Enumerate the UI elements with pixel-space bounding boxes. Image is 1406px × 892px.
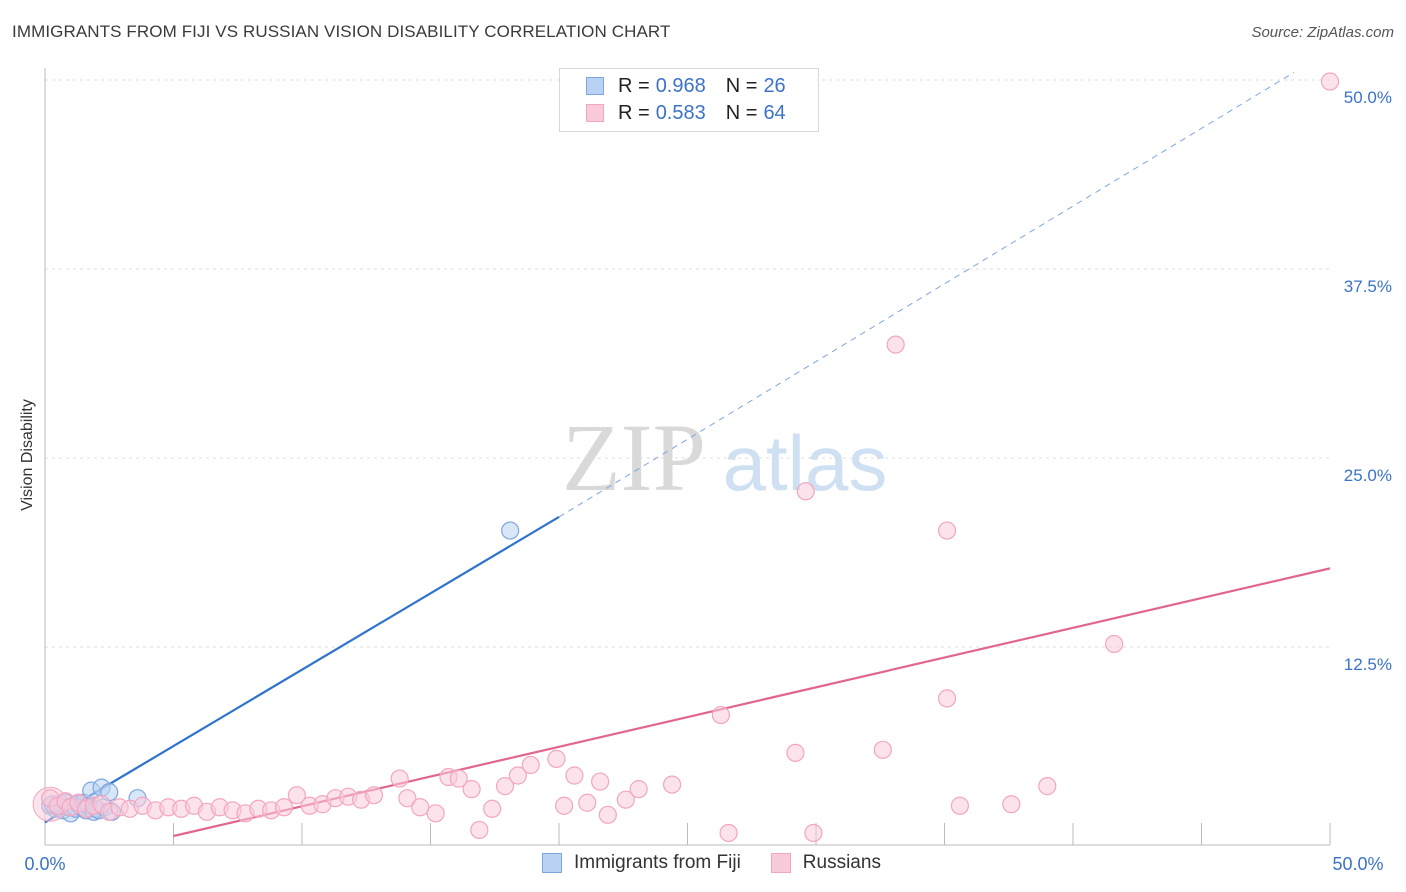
y-tick-label-0: 12.5% [1344, 655, 1392, 674]
point-russians-37 [470, 820, 489, 840]
legend-swatch-russians [586, 104, 604, 122]
series-name-fiji: Immigrants from Fiji [574, 852, 741, 873]
x-tick-label-end: 50.0% [1332, 854, 1383, 874]
trendline-fiji [44, 516, 560, 824]
point-russians-41 [521, 755, 540, 775]
point-russians-45 [578, 793, 597, 812]
point-russians-23 [287, 786, 306, 805]
legend-n-label: N = [725, 74, 758, 97]
point-russians-62 [1038, 777, 1057, 796]
point-russians-51 [711, 705, 731, 725]
point-russians-59 [937, 689, 957, 708]
x-tick-label-start: 0.0% [24, 854, 65, 874]
y-tick-label-1: 25.0% [1344, 466, 1392, 485]
legend-n-label: N = [725, 101, 758, 124]
legend-r-label: R = [618, 101, 650, 124]
point-russians-39 [495, 777, 515, 796]
point-russians-38 [483, 799, 502, 818]
point-russians-54 [804, 823, 823, 843]
y-tick-label-3: 50.0% [1344, 88, 1392, 107]
point-russians-61 [1002, 795, 1021, 814]
series-swatch-russians [770, 853, 791, 873]
legend-r-value-russians: 0.583 [655, 101, 706, 124]
point-russians-44 [565, 766, 584, 785]
legend-n-value-russians: 64 [763, 101, 786, 124]
point-russians-56 [873, 740, 892, 759]
point-russians-55 [796, 482, 815, 501]
series-legend-russians[interactable]: Russians [770, 852, 881, 874]
y-tick-label-2: 37.5% [1344, 277, 1392, 296]
legend-row-russians: R = 0.583 N = 64 [586, 100, 786, 126]
point-russians-35 [449, 769, 468, 788]
point-russians-40 [508, 766, 527, 785]
point-russians-46 [591, 772, 610, 791]
point-russians-49 [629, 780, 648, 799]
point-russians-36 [462, 780, 481, 799]
chart-title: IMMIGRANTS FROM FIJI VS RUSSIAN VISION D… [12, 22, 671, 41]
legend-swatch-fiji [586, 77, 604, 95]
point-russians-47 [598, 805, 617, 824]
point-russians-42 [547, 749, 566, 768]
point-russians-30 [390, 769, 409, 788]
point-russians-33 [426, 804, 445, 823]
legend-row-fiji: R = 0.968 N = 26 [586, 73, 786, 99]
point-russians-58 [937, 521, 957, 540]
point-russians-60 [950, 796, 970, 815]
legend-r-value-fiji: 0.968 [655, 74, 706, 97]
chart-source: Source: ZipAtlas.com [1251, 24, 1394, 41]
correlation-legend: R = 0.968 N = 26 R = 0.583 N = 64 [559, 68, 819, 132]
point-russians-32 [411, 798, 430, 817]
point-russians-64 [1320, 72, 1340, 91]
point-russians-57 [886, 335, 905, 354]
point-russians-48 [616, 790, 635, 809]
point-russians-52 [719, 823, 738, 843]
legend-r-label: R = [618, 74, 650, 97]
series-legend-fiji[interactable]: Immigrants from Fiji [542, 852, 741, 874]
series-name-russians: Russians [802, 852, 881, 873]
point-russians-43 [555, 796, 574, 815]
point-russians-31 [398, 789, 417, 808]
series-swatch-fiji [542, 853, 562, 873]
point-russians-29 [364, 786, 384, 805]
point-russians-53 [786, 743, 805, 762]
point-russians-63 [1105, 634, 1124, 654]
point-russians-50 [662, 775, 682, 794]
point-russians-22 [274, 798, 294, 817]
series-legend: Immigrants from Fiji Russians [542, 852, 911, 874]
trendline-fiji-extension [558, 72, 1295, 518]
legend-n-value-fiji: 26 [763, 74, 786, 97]
point-fiji-24 [501, 521, 520, 540]
